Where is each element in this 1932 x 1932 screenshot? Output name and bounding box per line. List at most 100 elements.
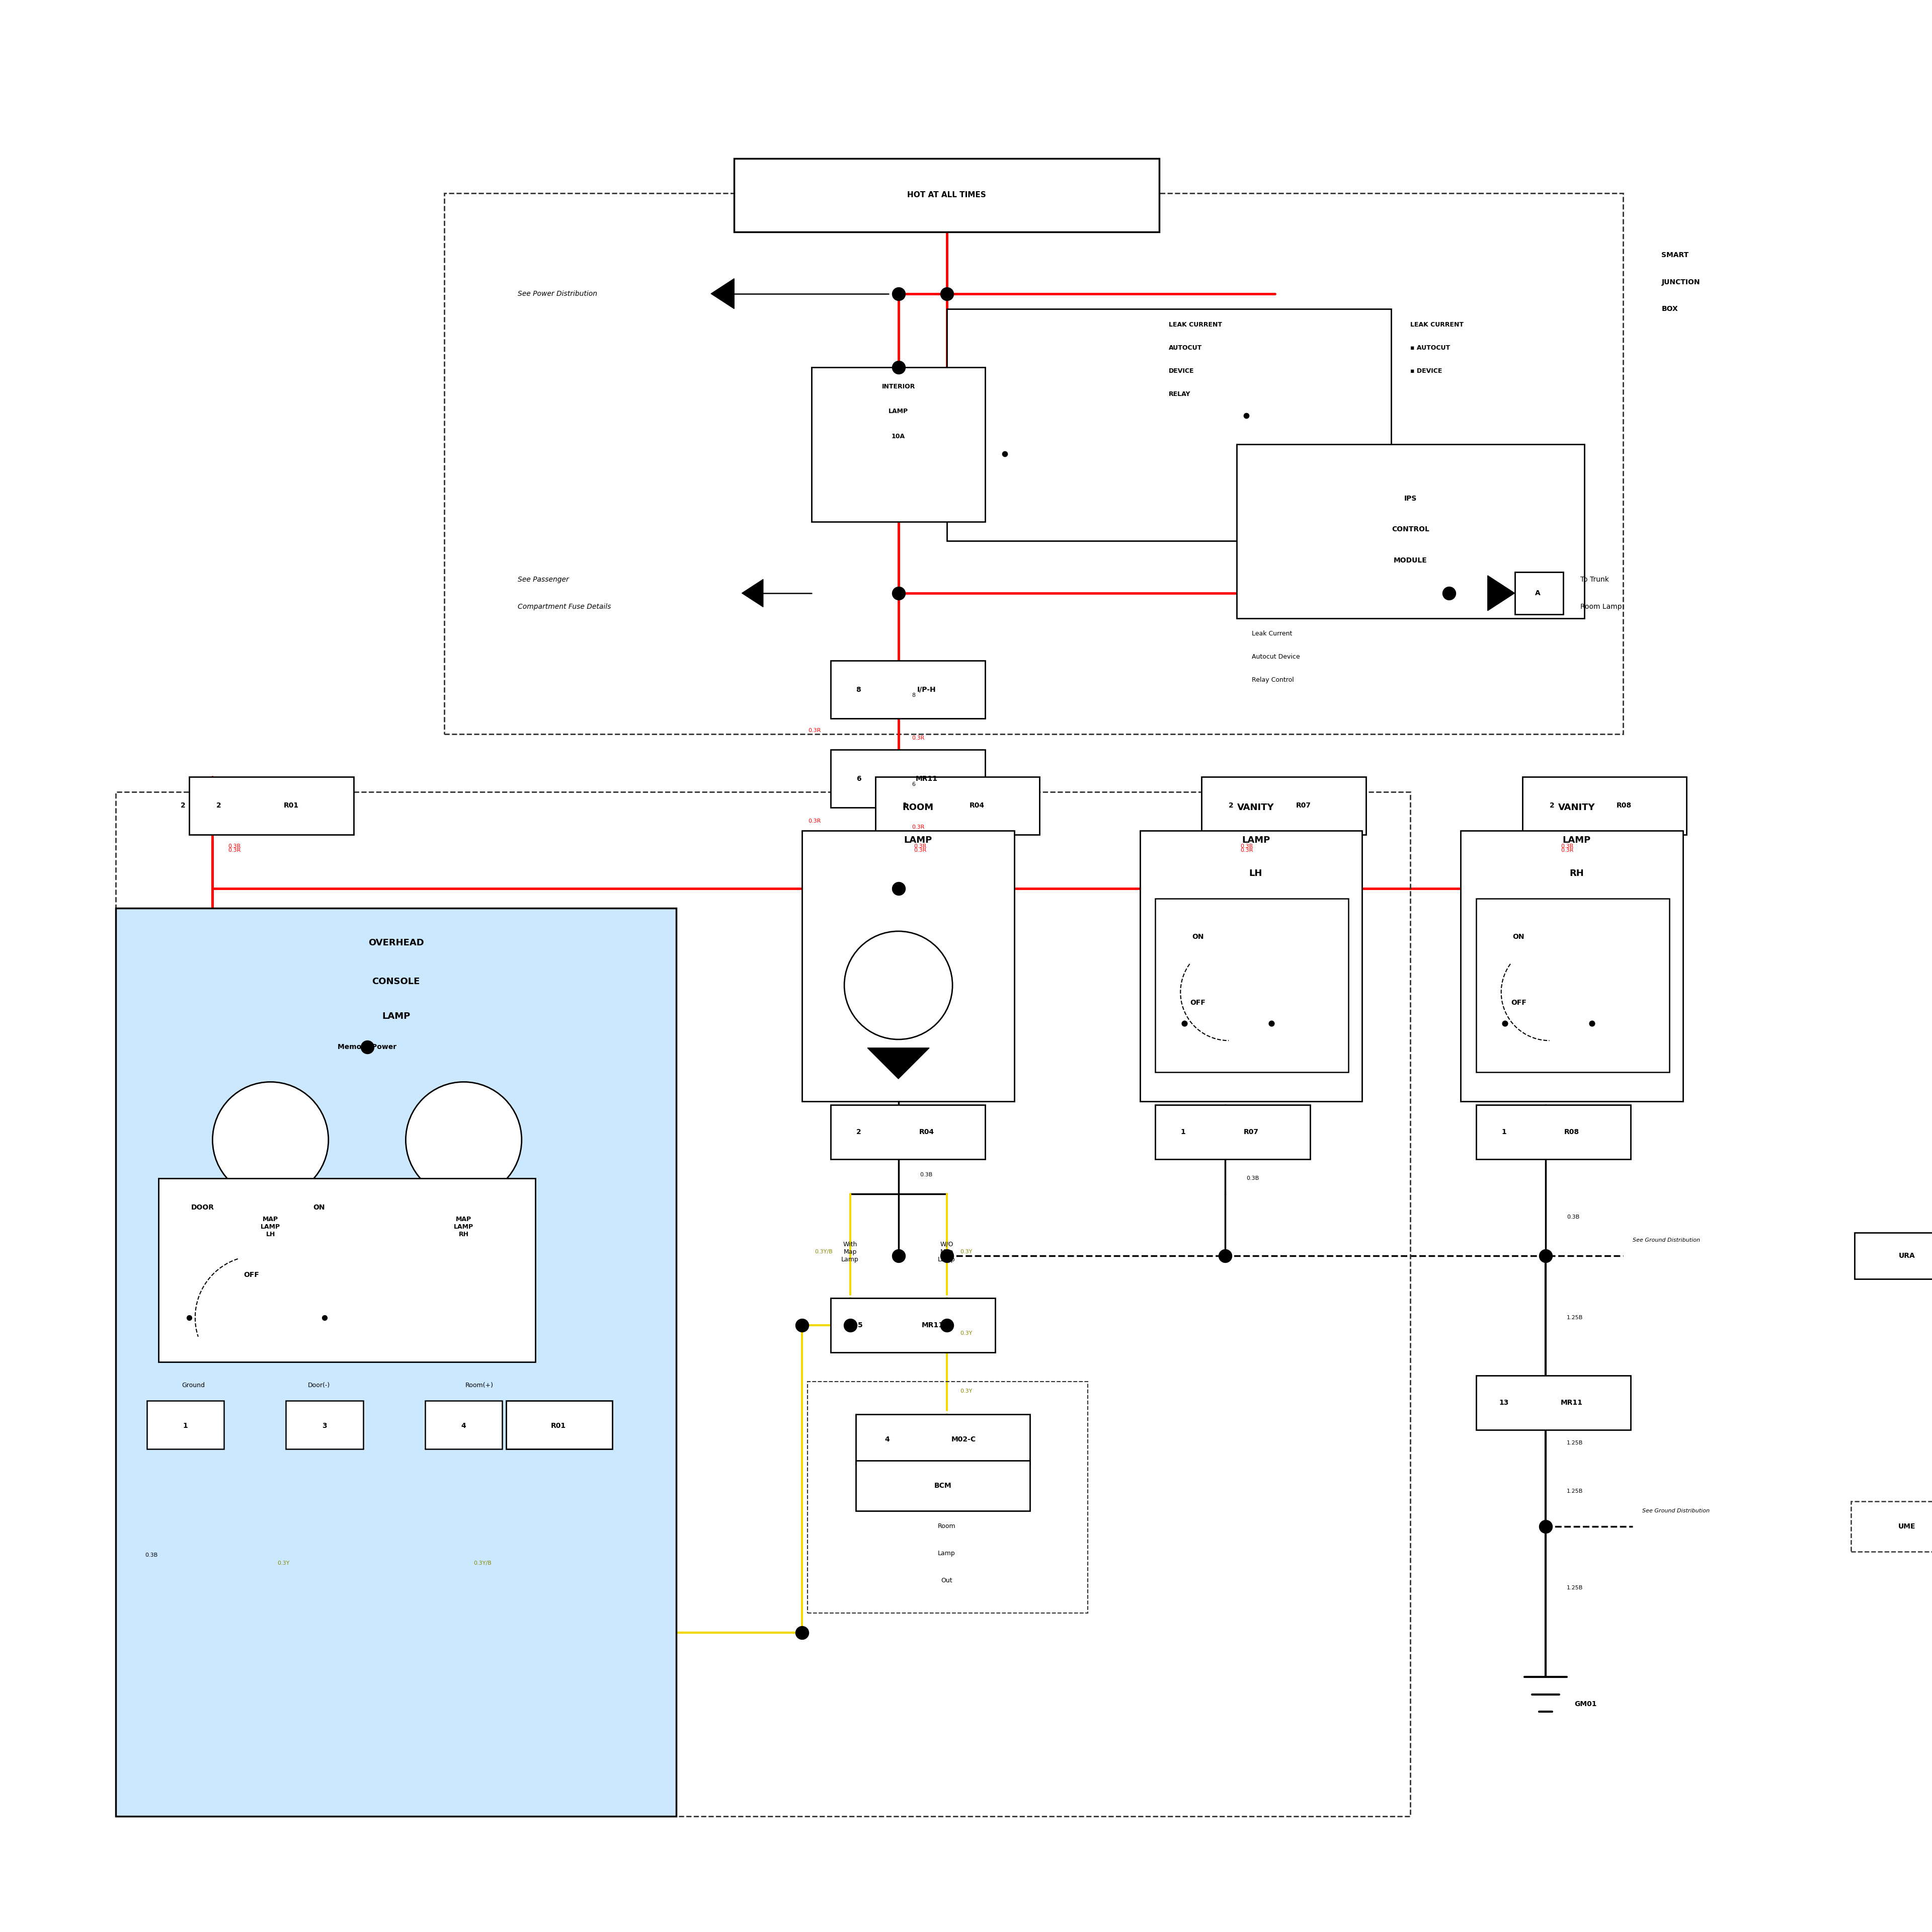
- Text: MR11: MR11: [1561, 1399, 1582, 1406]
- Text: 1.25B: 1.25B: [1567, 1490, 1582, 1493]
- Text: DEVICE: DEVICE: [1169, 367, 1194, 375]
- Text: RELAY: RELAY: [1169, 390, 1190, 398]
- Text: Ground: Ground: [182, 1381, 205, 1389]
- Text: 0.3R: 0.3R: [1561, 848, 1575, 852]
- Text: 2: 2: [216, 802, 222, 810]
- Text: 1: 1: [1180, 1128, 1186, 1136]
- Text: 1.25B: 1.25B: [1567, 1316, 1582, 1320]
- Text: 0.3R: 0.3R: [808, 819, 821, 823]
- Bar: [1515, 572, 1563, 614]
- Text: LEAK CURRENT: LEAK CURRENT: [1410, 321, 1464, 328]
- Text: UME: UME: [1899, 1522, 1915, 1530]
- Text: MR11: MR11: [922, 1321, 943, 1329]
- Text: ON: ON: [313, 1204, 325, 1211]
- Text: HOT AT ALL TIMES: HOT AT ALL TIMES: [908, 191, 985, 199]
- Bar: [1202, 777, 1366, 835]
- Text: R07: R07: [1296, 802, 1312, 810]
- Point: [883, 1240, 914, 1271]
- Text: 8: 8: [912, 694, 916, 697]
- Point: [931, 1240, 962, 1271]
- Text: CONTROL: CONTROL: [1391, 526, 1430, 533]
- Text: A: A: [1536, 589, 1540, 597]
- Text: SMART: SMART: [1662, 251, 1689, 259]
- Text: 6: 6: [912, 782, 916, 786]
- Bar: [1140, 831, 1362, 1101]
- Bar: [425, 1401, 502, 1449]
- Text: LH: LH: [1250, 869, 1262, 877]
- Bar: [734, 158, 1159, 232]
- Point: [989, 439, 1020, 469]
- Text: 0.3B: 0.3B: [1246, 1177, 1260, 1180]
- Bar: [1851, 1501, 1932, 1551]
- Point: [835, 1310, 866, 1341]
- Bar: [831, 1298, 995, 1352]
- Bar: [444, 193, 1623, 734]
- Text: OFF: OFF: [1190, 999, 1206, 1007]
- Text: I/P-H: I/P-H: [918, 686, 935, 694]
- Bar: [811, 367, 985, 522]
- Text: R04: R04: [970, 802, 985, 810]
- Point: [352, 1032, 383, 1063]
- Text: 0.3R: 0.3R: [228, 848, 242, 852]
- Text: 0.3Y: 0.3Y: [960, 1389, 972, 1393]
- Text: JUNCTION: JUNCTION: [1662, 278, 1700, 286]
- Bar: [976, 367, 1304, 522]
- Bar: [802, 831, 1014, 1101]
- Text: See Ground Distribution: See Ground Distribution: [1642, 1509, 1710, 1513]
- Text: See Ground Distribution: See Ground Distribution: [1633, 1238, 1700, 1242]
- Bar: [1476, 1105, 1631, 1159]
- Text: INTERIOR: INTERIOR: [881, 383, 916, 390]
- Text: LAMP: LAMP: [1242, 837, 1269, 844]
- Text: MAP
LAMP
LH: MAP LAMP LH: [261, 1215, 280, 1238]
- Bar: [831, 750, 985, 808]
- Text: 0.3Y: 0.3Y: [960, 1331, 972, 1335]
- Text: 0.3R: 0.3R: [228, 844, 242, 848]
- Text: Autocut Device: Autocut Device: [1252, 653, 1300, 661]
- Text: 0.3B: 0.3B: [145, 1553, 158, 1557]
- Text: Leak Current: Leak Current: [1252, 630, 1293, 638]
- Text: MODULE: MODULE: [1393, 556, 1428, 564]
- Text: VANITY: VANITY: [1557, 804, 1596, 811]
- Point: [883, 352, 914, 383]
- Text: Out: Out: [941, 1577, 952, 1584]
- Bar: [875, 777, 1039, 835]
- Text: 2: 2: [856, 1128, 862, 1136]
- Text: 5: 5: [858, 1321, 864, 1329]
- Text: 0.3R: 0.3R: [1561, 844, 1575, 848]
- Text: ▪ DEVICE: ▪ DEVICE: [1410, 367, 1443, 375]
- Text: 0.3Y/B: 0.3Y/B: [815, 1250, 833, 1254]
- Point: [931, 278, 962, 309]
- Bar: [1476, 898, 1669, 1072]
- Text: 10A: 10A: [891, 433, 906, 440]
- Text: 1: 1: [1501, 1128, 1507, 1136]
- Text: OFF: OFF: [243, 1271, 259, 1279]
- Text: 1: 1: [902, 802, 908, 810]
- Text: RH: RH: [1569, 869, 1584, 877]
- Polygon shape: [867, 1047, 929, 1078]
- Point: [883, 873, 914, 904]
- Text: Memory Power: Memory Power: [338, 1043, 396, 1051]
- Point: [1434, 578, 1464, 609]
- Text: 0.3R: 0.3R: [1240, 848, 1254, 852]
- Text: 0.3R: 0.3R: [912, 825, 925, 829]
- Bar: [1155, 1105, 1310, 1159]
- Text: Room(+): Room(+): [466, 1381, 493, 1389]
- Text: ROOM: ROOM: [902, 804, 933, 811]
- Text: 13: 13: [1499, 1399, 1509, 1406]
- Text: See Power Distribution: See Power Distribution: [518, 290, 597, 298]
- Text: To Trunk: To Trunk: [1580, 576, 1609, 583]
- Point: [883, 278, 914, 309]
- Circle shape: [213, 1082, 328, 1198]
- Text: R04: R04: [920, 1128, 935, 1136]
- Point: [1209, 1240, 1240, 1271]
- Text: See Passenger: See Passenger: [518, 576, 568, 583]
- Text: CONSOLE: CONSOLE: [373, 978, 419, 985]
- Text: Room Lamp: Room Lamp: [1580, 603, 1623, 611]
- Text: LAMP: LAMP: [1563, 837, 1590, 844]
- Text: MR11: MR11: [916, 775, 937, 782]
- Text: BCM: BCM: [933, 1482, 952, 1490]
- Text: LAMP: LAMP: [383, 1012, 410, 1020]
- Text: 4: 4: [462, 1422, 466, 1430]
- Text: AUTOCUT: AUTOCUT: [1169, 344, 1202, 352]
- Text: ▪ AUTOCUT: ▪ AUTOCUT: [1410, 344, 1451, 352]
